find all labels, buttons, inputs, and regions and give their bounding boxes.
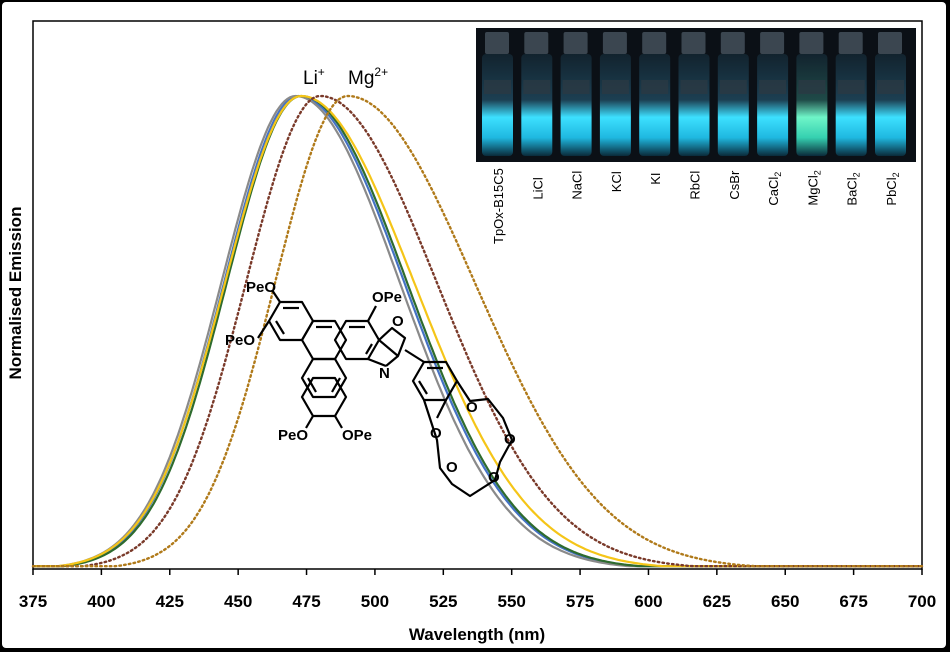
- vial: [757, 32, 789, 156]
- atom-label-crown-o-3: O: [488, 469, 500, 486]
- atom-label-peo-2: PeO: [225, 332, 255, 349]
- atom-label-oxazole-o: O: [392, 313, 404, 330]
- plot-area: [32, 20, 923, 570]
- annotation-li: Li+: [303, 65, 325, 89]
- crown-ether: [422, 380, 514, 498]
- series-line-1: [33, 94, 922, 568]
- vial-label: BaCl2: [845, 172, 862, 205]
- vial-labels: TpOx-B15C5 LiCl NaCl KCl KI RbCl CsBr CaCl2 MgCl…: [491, 168, 901, 244]
- vial: [521, 32, 553, 156]
- series-layer: [31, 94, 924, 568]
- vial-label: CaCl2: [766, 172, 783, 206]
- vial: [835, 32, 867, 156]
- atom-label-oxazole-n: N: [379, 365, 390, 382]
- x-tick-label: 475: [292, 592, 320, 611]
- vial: [875, 32, 906, 156]
- vial-label: KCl: [609, 171, 624, 192]
- molecule-labels: PeO PeO OPe PeO OPe O N O O O O O: [225, 279, 516, 486]
- x-tick-label: 700: [908, 592, 936, 611]
- series-line-5: [31, 94, 924, 568]
- atom-label-ope-1: OPe: [372, 289, 402, 306]
- vial-label: KI: [648, 173, 663, 185]
- y-axis-title: Normalised Emission: [6, 207, 25, 380]
- vial-label: CsBr: [727, 170, 742, 200]
- x-tick-label: 575: [566, 592, 594, 611]
- series-line-6: [31, 94, 924, 568]
- x-tick-label: 525: [429, 592, 457, 611]
- vial-row: [482, 32, 906, 156]
- vial-label: PbCl2: [884, 172, 901, 205]
- atom-label-peo-3: PeO: [278, 427, 308, 444]
- x-tick-label: 625: [703, 592, 731, 611]
- vial-label: NaCl: [570, 171, 585, 200]
- vial: [639, 32, 671, 156]
- molecule-structure: [257, 289, 514, 498]
- series-line-2: [33, 94, 922, 568]
- atom-label-crown-o-5: O: [430, 425, 442, 442]
- series-line-4: [33, 94, 922, 568]
- x-tick-label: 375: [19, 592, 47, 611]
- vials-photo: [476, 28, 916, 162]
- x-tick-label: 675: [839, 592, 867, 611]
- x-axis-ticks: 375 400 425 450 475 500 525 550 575 600 625 650 675 7…: [19, 569, 936, 611]
- vial: [796, 32, 828, 156]
- x-tick-label: 650: [771, 592, 799, 611]
- vial: [717, 32, 749, 156]
- vial-label: LiCl: [530, 177, 545, 200]
- x-tick-label: 400: [87, 592, 115, 611]
- atom-label-ope-2: OPe: [342, 427, 372, 444]
- atom-label-crown-o-4: O: [446, 459, 458, 476]
- atom-label-crown-o-2: O: [504, 431, 516, 448]
- x-tick-label: 450: [224, 592, 252, 611]
- atom-label-peo-1: PeO: [246, 279, 276, 296]
- vial: [482, 32, 513, 156]
- vial: [599, 32, 631, 156]
- atom-label-crown-o-1: O: [466, 399, 478, 416]
- x-tick-label: 425: [156, 592, 184, 611]
- x-tick-label: 500: [361, 592, 389, 611]
- vial-label: RbCl: [688, 171, 703, 200]
- annotation-mg: Mg2+: [348, 65, 388, 89]
- series-line-3: [33, 94, 922, 568]
- vial: [678, 32, 710, 156]
- ring-bottom: [300, 357, 348, 399]
- x-tick-label: 550: [498, 592, 526, 611]
- vial-label: MgCl2: [805, 170, 822, 205]
- x-axis-title: Wavelength (nm): [409, 625, 545, 644]
- x-tick-label: 600: [634, 592, 662, 611]
- vial: [560, 32, 592, 156]
- vial-label: TpOx-B15C5: [491, 168, 506, 244]
